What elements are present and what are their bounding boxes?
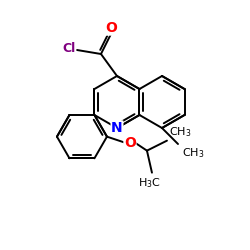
Text: Cl: Cl: [62, 42, 76, 54]
Text: CH$_3$: CH$_3$: [182, 146, 204, 160]
Text: O: O: [105, 21, 117, 35]
Text: H$_3$C: H$_3$C: [138, 177, 162, 190]
Text: O: O: [124, 136, 136, 150]
Text: CH$_3$: CH$_3$: [169, 125, 192, 139]
Text: N: N: [111, 121, 123, 135]
